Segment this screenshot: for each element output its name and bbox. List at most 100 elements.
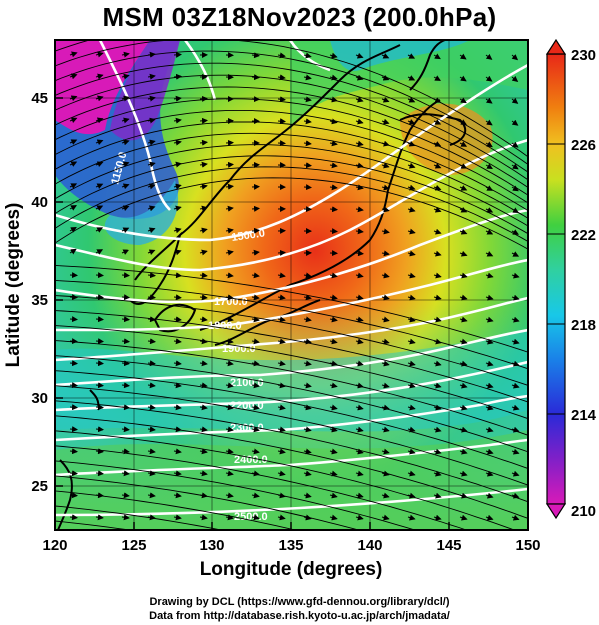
y-tick-label: 35: [31, 292, 48, 309]
wind-arrow: [121, 382, 130, 389]
wind-arrow: [329, 96, 338, 103]
wind-arrow: [511, 514, 520, 521]
wind-arrow: [485, 404, 494, 411]
wind-arrow: [277, 118, 286, 125]
wind-arrow: [459, 470, 468, 477]
wind-arrow: [433, 316, 442, 323]
contour-label: 1800.0: [208, 320, 242, 332]
wind-arrow: [199, 404, 208, 411]
wind-arrow: [329, 426, 338, 433]
wind-arrow: [225, 448, 234, 455]
wind-arrow: [121, 360, 130, 367]
wind-arrow: [251, 316, 260, 323]
wind-arrow: [381, 404, 390, 411]
wind-arrow: [485, 382, 494, 389]
wind-arrow: [147, 448, 156, 455]
wind-arrow: [199, 514, 208, 521]
wind-arrow: [485, 316, 494, 323]
wind-arrow: [459, 185, 468, 191]
wind-arrow: [277, 404, 286, 411]
wind-arrow: [433, 470, 442, 477]
wind-arrow: [95, 404, 104, 411]
wind-arrow: [277, 382, 286, 389]
wind-arrow: [381, 316, 390, 323]
wind-arrow: [433, 360, 442, 367]
wind-arrow: [147, 514, 156, 521]
wind-arrow: [251, 338, 260, 345]
wind-arrow: [95, 514, 104, 521]
wind-streamline: [55, 370, 528, 470]
contour-label: 2400.0: [234, 454, 268, 466]
wind-arrow: [69, 117, 78, 123]
wind-arrow: [121, 139, 130, 146]
wind-arrow: [381, 470, 390, 477]
wind-arrow: [433, 294, 442, 301]
wind-arrow: [199, 426, 208, 433]
wind-arrow: [407, 382, 416, 389]
wind-arrow: [121, 73, 130, 80]
wind-arrow: [459, 141, 468, 147]
wind-arrow: [173, 404, 182, 411]
wind-arrow: [69, 183, 78, 189]
wind-arrow: [199, 448, 208, 455]
wind-arrow: [95, 117, 104, 124]
wind-arrow: [329, 74, 338, 81]
wind-streamline: [55, 325, 528, 420]
wind-arrow: [303, 426, 312, 433]
wind-arrow: [147, 205, 156, 212]
wind-arrow: [485, 360, 494, 367]
wind-arrow: [407, 162, 416, 169]
wind-arrow: [69, 95, 78, 102]
wind-streamline: [55, 385, 528, 486]
wind-arrow: [511, 75, 519, 83]
y-tick-labels: 25 30 35 40 45: [31, 90, 48, 495]
wind-arrow: [225, 426, 234, 433]
x-tick-label: 145: [436, 537, 461, 554]
wind-arrow: [459, 294, 468, 301]
wind-arrow: [485, 229, 494, 235]
colorbar-tick-label: 210: [571, 503, 596, 520]
wind-arrow: [121, 227, 130, 233]
wind-arrow: [459, 492, 468, 499]
wind-arrow: [407, 184, 416, 191]
wind-arrow: [147, 338, 156, 345]
wind-arrow: [329, 404, 338, 411]
wind-arrow: [459, 207, 468, 213]
wind-arrow: [381, 74, 390, 81]
wind-arrow: [303, 162, 312, 169]
wind-arrow: [199, 249, 208, 256]
wind-arrow: [355, 404, 364, 411]
wind-arrow: [407, 53, 416, 59]
wind-arrow: [199, 117, 208, 124]
x-tick-label: 150: [515, 537, 540, 554]
wind-arrow: [329, 52, 338, 59]
x-tick-label: 135: [278, 537, 303, 554]
wind-arrow: [355, 448, 364, 455]
wind-arrow: [303, 360, 312, 367]
wind-arrow: [381, 514, 390, 521]
wind-arrow: [69, 448, 78, 455]
credit-data: Data from http://database.rish.kyoto-u.a…: [149, 610, 450, 622]
wind-arrow: [95, 338, 104, 345]
wind-arrow: [277, 316, 286, 323]
wind-arrow: [251, 404, 260, 411]
wind-streamline: [55, 460, 417, 530]
wind-arrow: [251, 205, 260, 212]
wind-arrow: [251, 294, 260, 301]
wind-arrow: [225, 492, 234, 499]
wind-arrow: [95, 139, 104, 146]
wind-arrow: [303, 294, 312, 301]
wind-arrow: [225, 404, 234, 411]
wind-arrow: [199, 139, 208, 146]
wind-arrow: [433, 206, 442, 213]
wind-streamlines: [55, 40, 528, 530]
wind-arrow: [277, 470, 286, 477]
y-axis-ticks: [55, 97, 63, 487]
wind-streamline: [55, 310, 528, 403]
wind-arrow: [95, 316, 104, 323]
wind-arrow: [485, 470, 494, 477]
wind-arrow: [173, 272, 182, 279]
wind-arrow: [511, 54, 519, 61]
wind-arrow: [381, 448, 390, 455]
wind-arrow: [95, 51, 104, 58]
